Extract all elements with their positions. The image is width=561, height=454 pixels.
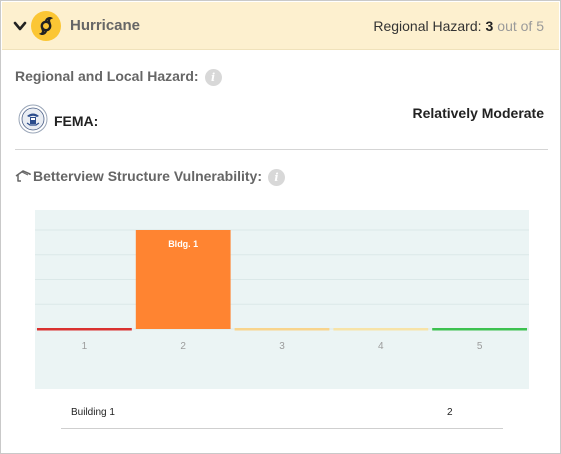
hazard-header[interactable]: Hurricane Regional Hazard: 3 out of 5 — [2, 2, 559, 50]
building-row: Building 1 2 — [61, 397, 503, 429]
betterview-roof-icon — [15, 170, 31, 182]
structure-vulnerability-heading: Betterview Structure Vulnerability: i — [33, 168, 285, 186]
chart-tick-label: 2 — [180, 341, 186, 352]
building-score: 2 — [447, 407, 453, 418]
chart-tick-label: 3 — [279, 341, 285, 352]
chart-tick-label: 5 — [477, 341, 483, 352]
chart-bar-5[interactable] — [432, 328, 527, 331]
chart-tick-label: 4 — [378, 341, 384, 352]
fema-hazard-value: Relatively Moderate — [412, 105, 545, 121]
chart-bar-1[interactable] — [37, 328, 132, 331]
chart-tick-label: 1 — [82, 341, 88, 352]
structure-vulnerability-title: Betterview Structure Vulnerability: — [33, 168, 262, 184]
vulnerability-chart: 1 Bldg. 1 2 3 4 5 — [35, 210, 529, 389]
hurricane-icon — [31, 11, 61, 41]
chart-bar-2[interactable] — [135, 230, 231, 329]
hazard-title: Hurricane — [70, 17, 141, 34]
regional-hazard-summary: Regional Hazard: 3 out of 5 — [373, 18, 544, 34]
regional-hazard-out-of: out of 5 — [497, 18, 544, 34]
section-divider — [15, 149, 548, 150]
fema-label: FEMA: — [54, 113, 99, 129]
chart-bar-3[interactable] — [234, 328, 330, 331]
regional-hazard-label: Regional Hazard: — [373, 18, 482, 34]
chart-bar-label: Bldg. 1 — [168, 239, 198, 249]
vulnerability-chart-svg: 1 Bldg. 1 2 3 4 5 — [35, 229, 529, 352]
info-icon[interactable]: i — [204, 68, 222, 86]
chart-bar-4[interactable] — [333, 328, 429, 331]
building-name: Building 1 — [71, 407, 115, 418]
fema-seal-icon — [18, 104, 48, 134]
regional-local-hazard-title: Regional and Local Hazard: — [15, 68, 199, 84]
regional-local-hazard-heading: Regional and Local Hazard: i — [15, 68, 222, 86]
chevron-down-icon[interactable] — [12, 18, 28, 34]
regional-hazard-score: 3 — [485, 18, 494, 34]
info-icon[interactable]: i — [267, 168, 285, 186]
